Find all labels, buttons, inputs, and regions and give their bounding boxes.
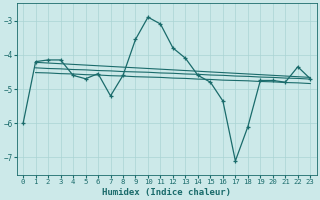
X-axis label: Humidex (Indice chaleur): Humidex (Indice chaleur): [102, 188, 231, 197]
